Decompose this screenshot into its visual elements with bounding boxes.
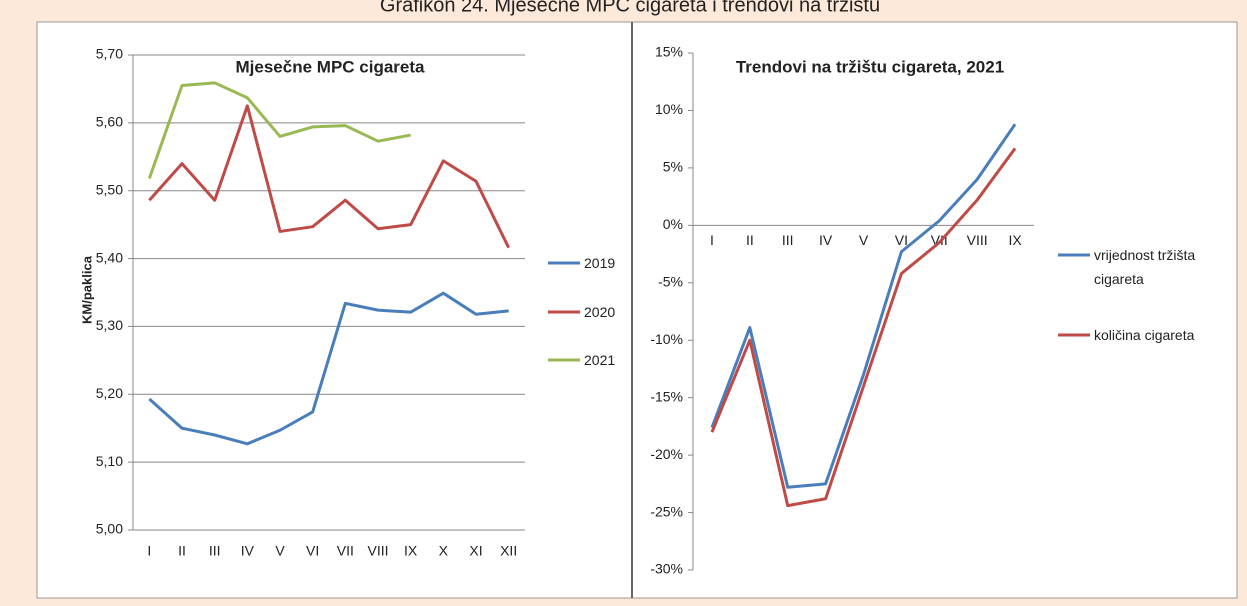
y-tick-label: 10% (655, 101, 683, 117)
y-tick-label: 5,60 (96, 114, 123, 130)
x-tick-label: IX (1008, 232, 1022, 248)
x-tick-label: V (275, 543, 285, 559)
legend-entry: 2019 (584, 255, 616, 271)
y-tick-label: 5,40 (96, 249, 123, 265)
legend-entry: vrijednost tržišta cigareta (1094, 247, 1196, 287)
y-tick-label: 5,00 (96, 521, 123, 537)
y-tick-label: -10% (650, 331, 683, 347)
legend-label: 2019 (584, 255, 616, 271)
legend-label: 2020 (584, 304, 616, 320)
y-tick-label: 0% (663, 216, 683, 232)
y-tick-label: 5% (663, 159, 683, 175)
line-series (148, 291, 509, 446)
x-tick-label: VIII (967, 232, 988, 248)
line-series (147, 81, 411, 179)
x-tick-label: III (209, 543, 221, 559)
line-series (148, 104, 511, 249)
x-tick-label: II (746, 232, 754, 248)
x-tick-label: VI (895, 232, 908, 248)
legend-entry: količina cigareta (1094, 327, 1195, 343)
x-tick-label: VII (337, 543, 354, 559)
x-tick-label: III (782, 232, 794, 248)
chart-title: Trendovi na tržištu cigareta, 2021 (736, 57, 1004, 76)
y-tick-label: -5% (658, 273, 683, 289)
y-tick-label: 5,30 (96, 317, 123, 333)
chart-title: Mjesečne MPC cigareta (236, 57, 426, 76)
legend-entry: 2020 (584, 304, 616, 320)
x-tick-label: I (710, 232, 714, 248)
x-tick-label: IV (819, 232, 833, 248)
y-tick-label: 5,70 (96, 46, 123, 62)
y-tick-label: 5,50 (96, 181, 123, 197)
y-tick-label: 5,20 (96, 385, 123, 401)
legend-label: vrijednost tržišta cigareta (1094, 247, 1196, 287)
x-tick-label: VIII (367, 543, 388, 559)
legend-label: 2021 (584, 352, 616, 368)
frame (36, 21, 1238, 599)
y-tick-label: 15% (655, 44, 683, 60)
y-tick-label: 5,10 (96, 453, 123, 469)
x-tick-label: XII (500, 543, 517, 559)
page-title: Grafikon 24. Mjesečne MPC cigareta i tre… (380, 0, 880, 16)
x-tick-label: X (439, 543, 449, 559)
y-axis-label: KM/paklica (79, 255, 94, 324)
line-series (710, 147, 1017, 508)
y-tick-label: -25% (650, 503, 683, 519)
x-tick-label: II (178, 543, 186, 559)
x-tick-label: I (147, 543, 151, 559)
legend-label: količina cigareta (1094, 327, 1195, 343)
x-tick-label: IX (404, 543, 418, 559)
y-tick-label: -15% (650, 388, 683, 404)
y-tick-label: -20% (650, 446, 683, 462)
x-tick-label: IV (241, 543, 255, 559)
y-tick-label: -30% (650, 561, 683, 577)
legend-entry: 2021 (584, 352, 616, 368)
x-tick-label: VI (306, 543, 319, 559)
x-tick-label: XI (469, 543, 482, 559)
x-tick-label: V (859, 232, 869, 248)
line-series (710, 123, 1017, 489)
